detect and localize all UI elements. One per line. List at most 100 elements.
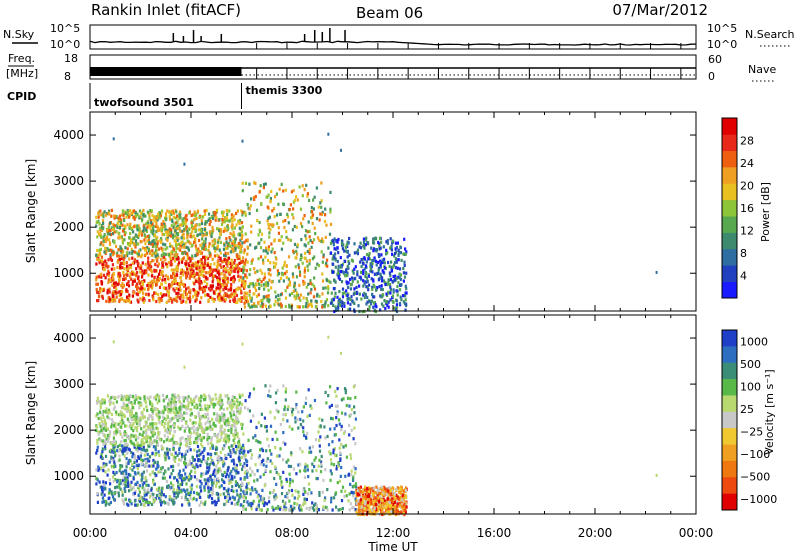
echo-cell-1710 <box>205 426 208 430</box>
echo-cell-2528 <box>399 277 403 282</box>
echo-cell-653 <box>237 499 240 503</box>
echo-cell-2494 <box>361 310 364 314</box>
echo-cell-2381 <box>360 258 363 262</box>
echo-cell-2677 <box>381 258 384 262</box>
echo-cell-1523 <box>223 437 226 441</box>
echo-cell-782 <box>180 496 183 500</box>
echo-cell-714 <box>201 269 204 273</box>
echo-cell-1040 <box>172 443 175 447</box>
noise-search-ticks <box>256 43 682 49</box>
echo-cell-1357 <box>237 245 240 249</box>
echo-cell-865 <box>236 287 240 291</box>
echo-cell-1651 <box>120 249 123 253</box>
echo-cell-185 <box>211 489 214 493</box>
echo-cell-38 <box>126 289 129 294</box>
echo-cell-2420 <box>399 295 402 299</box>
echo-cell-2093 <box>284 188 287 192</box>
echo-cell-1998 <box>299 447 302 451</box>
echo-cell-2155 <box>305 285 308 289</box>
echo-cell-1923 <box>311 240 314 244</box>
colorbar-frame <box>721 117 738 299</box>
echo-cell-1763 <box>167 230 170 234</box>
echo-cell-2730 <box>342 270 345 275</box>
echo-cell-1894 <box>295 406 298 410</box>
echo-cell-1407 <box>156 229 159 233</box>
echo-cell-2553 <box>365 236 368 240</box>
echo-cell-330 <box>170 298 173 302</box>
echo-cell-1719 <box>186 252 189 256</box>
echo-cell-2645 <box>369 262 372 267</box>
echo-cell-1255 <box>201 234 204 238</box>
echo-cell-2544 <box>334 258 337 262</box>
echo-cell-1899 <box>321 279 325 283</box>
echo-cell-1727 <box>222 417 225 421</box>
echo-cell-1747 <box>216 401 219 405</box>
echo-cell-19 <box>129 263 133 267</box>
echo-cell-2406 <box>341 295 345 299</box>
echo-cell-713 <box>195 279 198 283</box>
echo-cell-1948 <box>274 506 277 510</box>
echo-cell-947 <box>98 437 101 441</box>
echo-cell-649 <box>133 491 136 495</box>
echo-cell-2260 <box>277 238 281 242</box>
echo-cell-303 <box>239 450 243 454</box>
echo-cell-2016 <box>303 281 306 285</box>
echo-cell-1563 <box>151 411 155 416</box>
echo-cell-2014 <box>288 305 291 309</box>
echo-cell-1865 <box>276 302 279 306</box>
echo-cell-1343 <box>164 212 168 216</box>
echo-cell-1200 <box>157 247 161 251</box>
echo-cell-174 <box>135 503 138 507</box>
echo-cell-1201 <box>194 405 197 409</box>
echo-cell-1397 <box>97 430 100 434</box>
echo-cell-428 <box>140 288 143 292</box>
echo-cell-168 <box>162 500 165 504</box>
echo-cell-1322 <box>200 436 203 440</box>
echo-cell-14 <box>100 453 103 457</box>
echo-cell-2259 <box>268 235 271 239</box>
echo-cell-2242 <box>325 278 329 283</box>
echo-cell-1726 <box>220 432 223 436</box>
echo-cell-424 <box>124 489 127 493</box>
echo-cell-2509 <box>366 300 369 304</box>
echo-cell-748 <box>193 448 196 452</box>
echo-cell-1971 <box>262 261 265 265</box>
echo-cell-833 <box>188 478 191 482</box>
echo-cell-231 <box>224 270 228 274</box>
echo-cell-63 <box>173 492 176 496</box>
echo-cell-693 <box>216 260 219 264</box>
echo-cell-2676 <box>397 275 400 279</box>
echo-cell-513 <box>223 299 226 303</box>
echo-cell-442 <box>243 285 246 289</box>
echo-cell-1441 <box>100 401 104 405</box>
echo-cell-925 <box>234 414 237 418</box>
echo-cell-788 <box>193 458 197 462</box>
echo-cell-912 <box>145 221 148 225</box>
echo-cell-1738 <box>119 246 122 250</box>
echo-cell-1106 <box>180 229 184 233</box>
echo-cell-158 <box>214 452 217 456</box>
echo-cell-637 <box>102 262 105 266</box>
echo-cell-2052 <box>298 296 301 300</box>
echo-cell-1586 <box>129 209 132 213</box>
echo-cell-480 <box>194 293 197 297</box>
echo-cell-2563 <box>333 278 336 282</box>
echo-cell-409 <box>99 485 102 489</box>
echo-cell-1282 <box>158 399 161 403</box>
echo-cell-2358 <box>340 280 344 284</box>
echo-cell-1310 <box>95 215 98 219</box>
echo-cell-884 <box>127 460 130 464</box>
echo-cell-2405 <box>358 245 361 249</box>
echo-cell-66 <box>204 293 207 297</box>
echo-cell-677 <box>237 471 240 475</box>
echo-cell-220 <box>139 454 142 458</box>
echo-cell-1073 <box>131 251 134 256</box>
echo-cell-1603 <box>131 418 134 422</box>
echo-cell-1236 <box>125 424 128 428</box>
echo-cell-1672 <box>197 414 200 418</box>
echo-cell-2346 <box>363 295 366 300</box>
echo-cell-591 <box>148 501 151 505</box>
echo-cell-1475 <box>203 240 206 244</box>
echo-cell-127 <box>213 499 216 503</box>
echo-cell-1867 <box>272 207 276 211</box>
